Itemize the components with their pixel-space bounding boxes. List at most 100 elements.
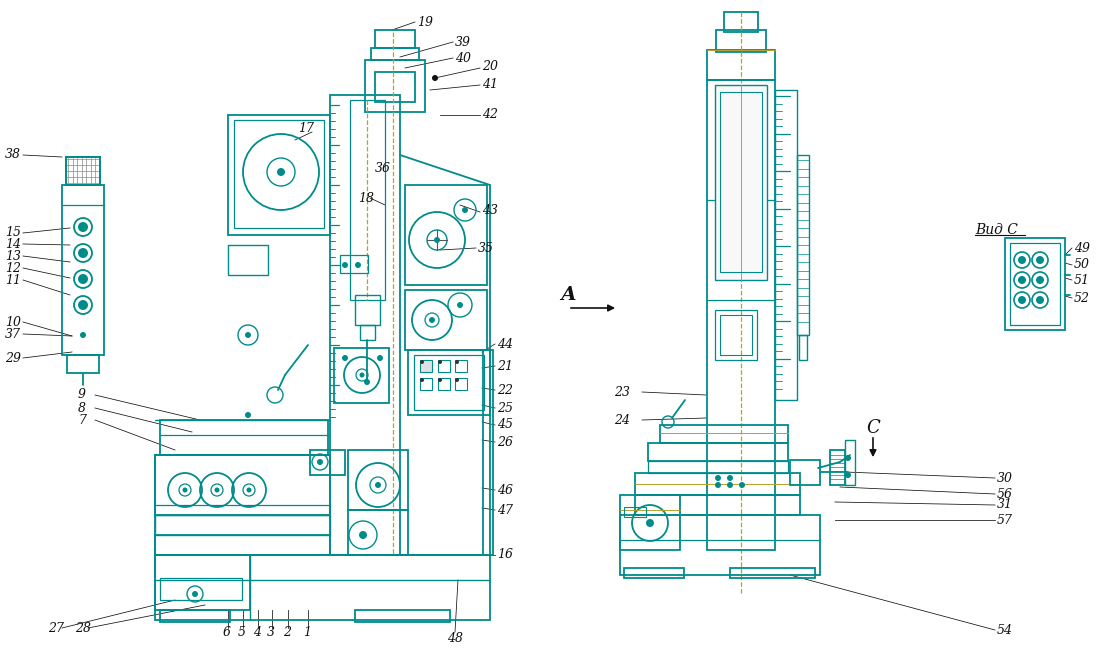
Circle shape (364, 379, 370, 385)
Bar (310, 450, 345, 475)
Text: 57: 57 (997, 513, 1013, 527)
Circle shape (277, 168, 285, 176)
Circle shape (80, 332, 86, 338)
Bar (405, 290, 487, 350)
Bar (355, 295, 380, 325)
Text: 31: 31 (997, 498, 1013, 511)
Bar (360, 325, 375, 340)
Text: 30: 30 (997, 472, 1013, 484)
Text: 22: 22 (497, 384, 513, 396)
Bar (776, 90, 798, 400)
Circle shape (355, 262, 361, 268)
Text: 25: 25 (497, 402, 513, 414)
Bar (707, 50, 776, 80)
Text: 49: 49 (1074, 242, 1090, 254)
Bar (160, 610, 230, 622)
Circle shape (462, 207, 468, 213)
Bar (365, 60, 425, 112)
Circle shape (434, 237, 440, 243)
Text: 46: 46 (497, 484, 513, 496)
Circle shape (438, 378, 442, 382)
Bar (405, 185, 487, 285)
Bar (648, 443, 788, 461)
Text: 9: 9 (78, 388, 86, 402)
Bar (155, 515, 330, 535)
Text: 42: 42 (482, 109, 498, 121)
Circle shape (1036, 276, 1044, 284)
Circle shape (845, 472, 851, 478)
Text: 12: 12 (6, 262, 21, 274)
Circle shape (1036, 296, 1044, 304)
Bar (720, 92, 762, 272)
Circle shape (455, 360, 459, 364)
Bar (438, 378, 450, 390)
Bar (408, 350, 490, 415)
Circle shape (727, 475, 733, 481)
Bar (624, 568, 684, 578)
Bar (371, 48, 419, 60)
Bar (228, 245, 268, 275)
Text: 13: 13 (6, 250, 21, 262)
Text: 10: 10 (6, 316, 21, 328)
Text: 26: 26 (497, 436, 513, 448)
Bar (350, 100, 385, 300)
Text: 27: 27 (48, 621, 64, 635)
Text: 4: 4 (253, 627, 261, 639)
Circle shape (78, 274, 88, 284)
Bar (455, 360, 468, 372)
Circle shape (78, 248, 88, 258)
Bar (660, 425, 788, 443)
Text: 41: 41 (482, 79, 498, 91)
Text: 51: 51 (1074, 274, 1090, 286)
Bar (715, 85, 767, 280)
Bar (620, 495, 680, 550)
Text: 39: 39 (455, 35, 471, 49)
Text: 35: 35 (478, 242, 494, 254)
Bar (483, 350, 493, 555)
Text: 52: 52 (1074, 292, 1090, 304)
Bar (720, 315, 752, 355)
Text: 43: 43 (482, 204, 498, 216)
Bar (375, 72, 415, 102)
Bar (355, 610, 450, 622)
Text: 37: 37 (6, 328, 21, 340)
Bar (635, 473, 800, 495)
Bar (798, 155, 808, 335)
Text: Вид С: Вид С (975, 223, 1018, 237)
Circle shape (360, 372, 364, 378)
Circle shape (455, 378, 459, 382)
Bar (845, 440, 855, 485)
Circle shape (245, 412, 251, 418)
Bar (160, 420, 328, 455)
Bar (1010, 243, 1060, 325)
Bar (635, 495, 800, 515)
Bar (620, 515, 820, 575)
Bar (414, 355, 484, 410)
Circle shape (429, 317, 434, 323)
Circle shape (214, 488, 220, 492)
Text: 20: 20 (482, 59, 498, 73)
Bar (799, 335, 807, 360)
Bar (716, 30, 766, 52)
Text: 7: 7 (78, 414, 86, 426)
Circle shape (1018, 256, 1026, 264)
Circle shape (715, 475, 720, 481)
Circle shape (845, 455, 851, 461)
Bar (228, 115, 330, 235)
Circle shape (420, 378, 424, 382)
Circle shape (78, 300, 88, 310)
Bar (348, 510, 408, 555)
Text: 14: 14 (6, 238, 21, 250)
Circle shape (1018, 276, 1026, 284)
Text: 28: 28 (75, 621, 91, 635)
Bar (1005, 238, 1065, 330)
Bar (160, 578, 242, 600)
Bar (340, 255, 368, 273)
Circle shape (377, 355, 383, 361)
Circle shape (715, 482, 720, 488)
Circle shape (245, 332, 251, 338)
Bar (438, 360, 450, 372)
Bar (730, 568, 815, 578)
Bar (830, 450, 845, 485)
Bar (155, 555, 250, 610)
